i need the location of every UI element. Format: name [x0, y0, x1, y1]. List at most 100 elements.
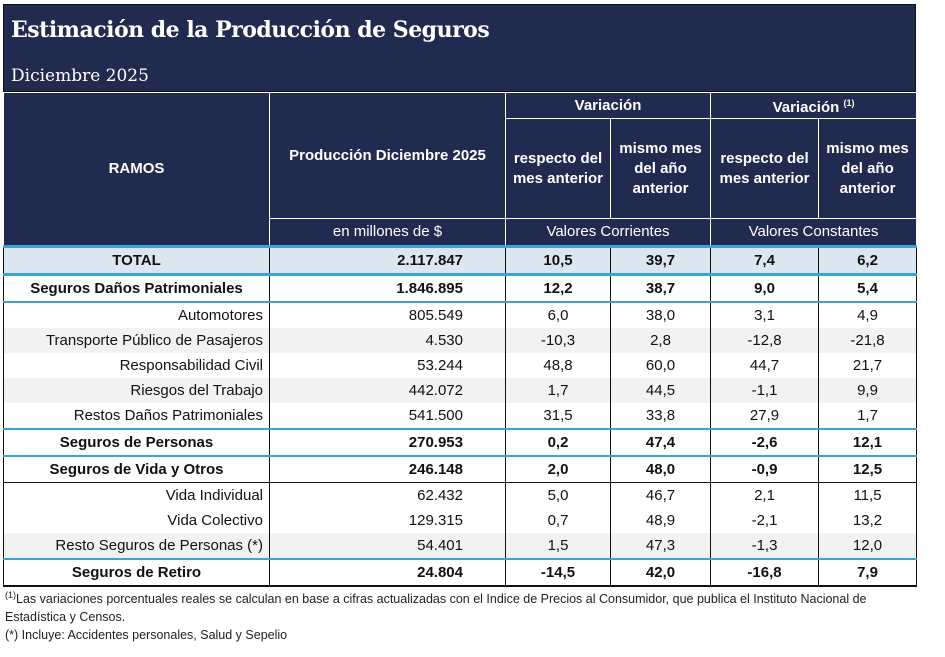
cell-produccion: 246.148 [269, 456, 506, 483]
cell-var-corriente-anio: 33,8 [610, 403, 712, 429]
row-label: Automotores [3, 302, 270, 328]
cell-var-corriente-mes: 48,8 [505, 353, 611, 378]
cell-var-constante-mes: -16,8 [710, 558, 820, 587]
cell-produccion: 54.401 [269, 533, 506, 559]
cell-var-corriente-mes: -14,5 [505, 558, 611, 587]
footnote-includes: (*) Incluye: Accidentes personales, Salu… [5, 628, 288, 642]
cell-var-corriente-mes: 12,2 [505, 274, 611, 303]
cell-var-constante-anio: 1,7 [818, 403, 918, 429]
table-row: Vida Individual 62.432 5,0 46,7 2,1 11,5 [3, 482, 918, 508]
cell-var-corriente-mes: 31,5 [505, 403, 611, 429]
table-row: TOTAL 2.117.847 10,5 39,7 7,4 6,2 [3, 245, 918, 276]
cell-produccion: 24.804 [269, 558, 506, 587]
col-header-respecto-mes-constante: respecto del mes anterior [710, 118, 820, 219]
row-label: Seguros de Vida y Otros [3, 456, 270, 483]
cell-var-corriente-anio: 46,7 [610, 482, 712, 508]
row-label: Seguros Daños Patrimoniales [3, 274, 270, 303]
col-header-ramos: RAMOS [3, 92, 270, 247]
cell-var-corriente-anio: 44,5 [610, 378, 712, 403]
cell-var-corriente-mes: 5,0 [505, 482, 611, 508]
cell-var-corriente-mes: -10,3 [505, 328, 611, 353]
row-label: Seguros de Retiro [3, 558, 270, 587]
row-label: Restos Daños Patrimoniales [3, 403, 270, 429]
cell-var-constante-anio: 12,1 [818, 428, 918, 457]
cell-var-constante-mes: 3,1 [710, 302, 820, 328]
col-header-variacion-real: Variación (1) [710, 92, 918, 119]
report-header: Estimación de la Producción de Seguros D… [3, 4, 916, 92]
row-label: Transporte Público de Pasajeros [3, 328, 270, 353]
cell-var-constante-mes: 7,4 [710, 245, 820, 276]
cell-var-corriente-anio: 47,3 [610, 533, 712, 559]
cell-var-corriente-mes: 1,5 [505, 533, 611, 559]
cell-produccion: 4.530 [269, 328, 506, 353]
cell-produccion: 53.244 [269, 353, 506, 378]
cell-var-constante-anio: -21,8 [818, 328, 918, 353]
cell-produccion: 805.549 [269, 302, 506, 328]
footnote-marker: (1) [5, 590, 16, 600]
cell-produccion: 62.432 [269, 482, 506, 508]
footnote-text: Las variaciones porcentuales reales se c… [5, 592, 867, 625]
cell-var-corriente-anio: 38,0 [610, 302, 712, 328]
cell-var-corriente-anio: 47,4 [610, 428, 712, 457]
cell-var-constante-anio: 5,4 [818, 274, 918, 303]
page-title: Estimación de la Producción de Seguros [11, 17, 490, 43]
table-row: Seguros de Vida y Otros 246.148 2,0 48,0… [3, 456, 918, 483]
cell-var-constante-anio: 11,5 [818, 482, 918, 508]
col-header-valores-constantes: Valores Constantes [710, 218, 918, 247]
production-table: RAMOS Producción Diciembre 2025 Variació… [3, 92, 918, 587]
footnote-real-variation: (1)Las variaciones porcentuales reales s… [5, 586, 905, 626]
table-row: Seguros de Retiro 24.804 -14,5 42,0 -16,… [3, 558, 918, 587]
cell-produccion: 2.117.847 [269, 245, 506, 276]
cell-var-constante-mes: -1,3 [710, 533, 820, 559]
row-label: Vida Individual [3, 482, 270, 508]
row-label: Vida Colectivo [3, 508, 270, 533]
cell-var-corriente-anio: 2,8 [610, 328, 712, 353]
cell-var-constante-anio: 4,9 [818, 302, 918, 328]
cell-produccion: 541.500 [269, 403, 506, 429]
table-row: Vida Colectivo 129.315 0,7 48,9 -2,1 13,… [3, 508, 918, 533]
table-row: Transporte Público de Pasajeros 4.530 -1… [3, 328, 918, 353]
cell-var-constante-anio: 21,7 [818, 353, 918, 378]
cell-var-corriente-mes: 0,2 [505, 428, 611, 457]
row-label: Riesgos del Trabajo [3, 378, 270, 403]
col-header-respecto-mes-corriente: respecto del mes anterior [505, 118, 611, 219]
col-header-produccion: Producción Diciembre 2025 [269, 92, 506, 219]
cell-produccion: 1.846.895 [269, 274, 506, 303]
cell-var-corriente-anio: 39,7 [610, 245, 712, 276]
col-header-mismo-mes-corriente: mismo mes del año anterior [609, 118, 712, 219]
col-header-unidad: en millones de $ [269, 218, 506, 247]
cell-var-corriente-anio: 48,9 [610, 508, 712, 533]
row-label: TOTAL [3, 245, 270, 276]
cell-var-corriente-mes: 6,0 [505, 302, 611, 328]
cell-var-constante-anio: 7,9 [818, 558, 918, 587]
footnote-ref: (1) [843, 98, 855, 108]
cell-var-constante-mes: 44,7 [710, 353, 820, 378]
cell-var-corriente-anio: 38,7 [610, 274, 712, 303]
table-row: Seguros Daños Patrimoniales 1.846.895 12… [3, 274, 918, 303]
table-row: Seguros de Personas 270.953 0,2 47,4 -2,… [3, 428, 918, 457]
cell-var-constante-anio: 9,9 [818, 378, 918, 403]
cell-produccion: 270.953 [269, 428, 506, 457]
cell-var-constante-mes: 2,1 [710, 482, 820, 508]
cell-var-corriente-mes: 1,7 [505, 378, 611, 403]
cell-produccion: 129.315 [269, 508, 506, 533]
cell-var-constante-anio: 13,2 [818, 508, 918, 533]
cell-var-corriente-mes: 0,7 [505, 508, 611, 533]
cell-var-constante-mes: -1,1 [710, 378, 820, 403]
row-label: Resto Seguros de Personas (*) [3, 533, 270, 559]
cell-produccion: 442.072 [269, 378, 506, 403]
cell-var-corriente-anio: 42,0 [610, 558, 712, 587]
page-subtitle: Diciembre 2025 [11, 66, 149, 86]
cell-var-corriente-anio: 48,0 [610, 456, 712, 483]
cell-var-constante-mes: -2,6 [710, 428, 820, 457]
cell-var-constante-anio: 12,5 [818, 456, 918, 483]
col-header-valores-corrientes: Valores Corrientes [504, 218, 712, 247]
cell-var-constante-mes: 9,0 [710, 274, 820, 303]
col-header-mismo-mes-constante: mismo mes del año anterior [818, 118, 918, 219]
cell-var-constante-mes: -12,8 [710, 328, 820, 353]
cell-var-constante-anio: 12,0 [818, 533, 918, 559]
cell-var-constante-mes: -0,9 [710, 456, 820, 483]
cell-var-corriente-anio: 60,0 [610, 353, 712, 378]
col-header-variacion: Variación [504, 92, 712, 119]
row-label: Responsabilidad Civil [3, 353, 270, 378]
